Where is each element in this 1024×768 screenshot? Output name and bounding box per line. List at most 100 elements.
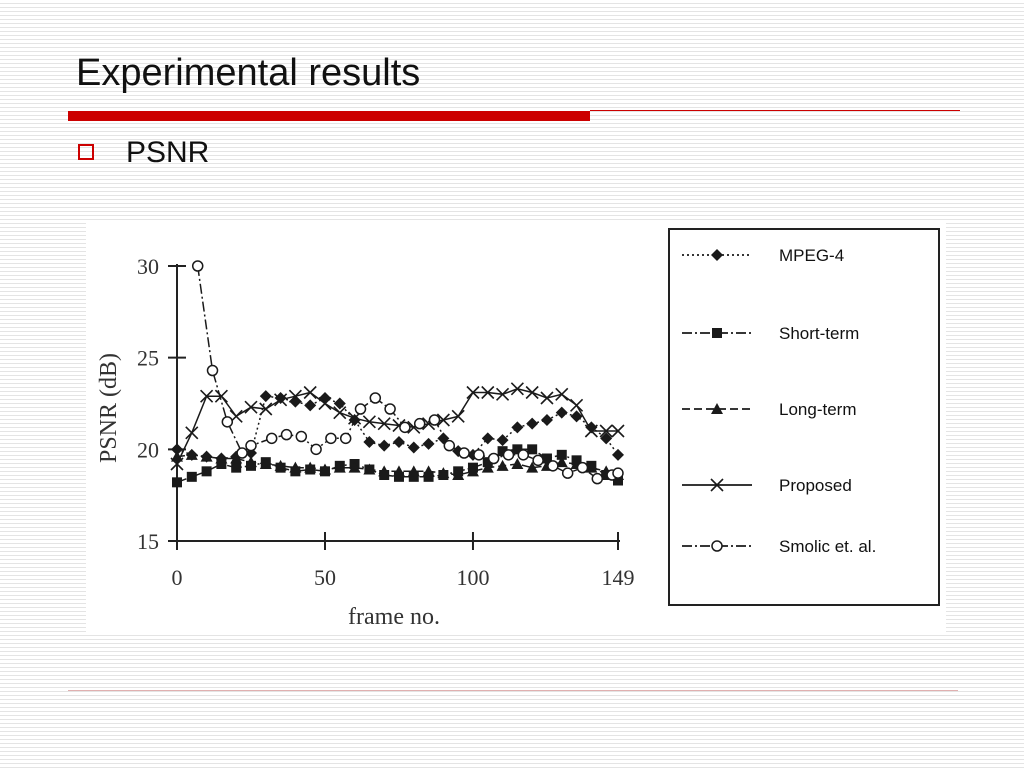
- point-proposed-1-stroke-b: [185, 426, 199, 440]
- point-long-term-14: [378, 465, 391, 477]
- point-mpeg-4-15: [392, 436, 405, 448]
- point-smolic-et-al-2: [221, 416, 234, 428]
- point-long-term-1-shape: [185, 448, 198, 460]
- point-mpeg-4-26: [555, 406, 568, 419]
- point-smolic-et-al-26-shape: [576, 461, 589, 474]
- point-mpeg-4-9: [304, 399, 317, 412]
- point-smolic-et-al-14: [399, 421, 411, 434]
- point-mpeg-4-21: [481, 432, 494, 445]
- point-long-term-15: [392, 465, 405, 477]
- legend-marker-smolic-et-al-shape: [711, 540, 723, 552]
- point-mpeg-4-30: [612, 448, 624, 461]
- y-tick-label-0: 15: [137, 529, 159, 554]
- point-proposed-14-stroke-b: [377, 417, 391, 431]
- point-long-term-17: [422, 465, 435, 477]
- point-long-term-11: [333, 461, 346, 473]
- point-smolic-et-al-25-shape: [561, 467, 574, 479]
- point-proposed-8: [288, 389, 302, 403]
- legend-marker-mpeg-4: [711, 249, 723, 261]
- point-long-term-21-shape: [481, 461, 494, 473]
- point-smolic-et-al-23: [532, 454, 544, 467]
- point-short-term-3: [216, 459, 227, 469]
- point-proposed-21: [481, 385, 495, 400]
- point-proposed-24-stroke-b: [525, 385, 539, 400]
- point-long-term-26: [555, 456, 568, 468]
- point-smolic-et-al-0: [191, 260, 204, 272]
- point-smolic-et-al-7: [295, 430, 308, 443]
- point-long-term-13: [363, 463, 376, 475]
- point-mpeg-4-29: [600, 432, 613, 445]
- point-mpeg-4-23: [511, 421, 524, 434]
- point-mpeg-4-17: [422, 437, 435, 450]
- point-short-term-2: [201, 466, 212, 477]
- point-long-term-18-shape: [437, 467, 450, 479]
- point-short-term-0-shape: [172, 477, 182, 488]
- point-short-term-16-shape: [408, 471, 419, 482]
- point-proposed-9: [303, 385, 317, 400]
- point-long-term-6-shape: [259, 458, 272, 469]
- point-short-term-24: [527, 444, 538, 455]
- point-smolic-et-al-15-shape: [413, 417, 426, 430]
- point-smolic-et-al-4: [245, 439, 257, 452]
- point-long-term-17-shape: [422, 465, 435, 477]
- point-smolic-et-al-1-shape: [206, 364, 219, 377]
- point-smolic-et-al-22: [517, 449, 530, 461]
- point-smolic-et-al-23-shape: [532, 454, 544, 467]
- point-long-term-13-shape: [363, 463, 376, 475]
- point-smolic-et-al-17-shape: [443, 439, 456, 452]
- series-line-smolic-et-al: [196, 265, 619, 480]
- point-smolic-et-al-18-shape: [458, 447, 470, 459]
- point-mpeg-4-6: [259, 390, 272, 403]
- legend-label-short-term: Short-term: [779, 324, 859, 343]
- point-proposed-20-stroke-b: [466, 385, 480, 400]
- point-proposed-30: [611, 424, 625, 438]
- point-long-term-3: [215, 452, 228, 464]
- point-long-term-18: [437, 467, 450, 479]
- point-short-term-2-shape: [201, 466, 212, 477]
- point-short-term-3-shape: [216, 459, 227, 469]
- point-mpeg-4-9-shape: [304, 399, 317, 412]
- point-short-term-17: [423, 471, 434, 482]
- point-mpeg-4-13-shape: [363, 436, 376, 448]
- point-long-term-4-shape: [230, 452, 243, 464]
- point-mpeg-4-17-shape: [422, 437, 435, 450]
- point-proposed-3: [214, 389, 228, 403]
- point-proposed-23-stroke-b: [510, 382, 524, 396]
- point-long-term-14-shape: [378, 465, 391, 477]
- point-long-term-19-shape: [452, 469, 465, 480]
- point-short-term-22-shape: [497, 446, 508, 457]
- point-proposed-2-stroke-b: [200, 389, 214, 403]
- point-smolic-et-al-13: [384, 403, 396, 415]
- point-mpeg-4-16: [407, 441, 420, 454]
- point-long-term-12: [348, 461, 361, 473]
- point-smolic-et-al-8-shape: [310, 443, 322, 456]
- point-smolic-et-al-14-shape: [399, 421, 411, 434]
- point-long-term-24: [526, 461, 539, 473]
- point-smolic-et-al-12: [369, 392, 382, 404]
- point-short-term-1-shape: [186, 471, 197, 482]
- point-proposed-30-stroke-b: [611, 424, 625, 438]
- series-long-term: [171, 448, 624, 480]
- point-smolic-et-al-1: [206, 364, 219, 377]
- point-long-term-1: [185, 448, 198, 460]
- point-short-term-25-shape: [541, 453, 552, 464]
- point-smolic-et-al-8: [310, 443, 322, 456]
- point-proposed-5: [244, 400, 258, 414]
- point-proposed-21-stroke-b: [481, 385, 495, 400]
- legend-label-smolic-et-al: Smolic et. al.: [779, 537, 876, 556]
- point-smolic-et-al-24: [547, 460, 559, 472]
- point-smolic-et-al-0-shape: [191, 260, 204, 272]
- point-smolic-et-al-5: [265, 432, 278, 445]
- point-long-term-2-shape: [200, 450, 213, 462]
- point-long-term-23: [511, 458, 524, 469]
- point-proposed-27: [569, 398, 584, 412]
- point-long-term-9-shape: [304, 461, 317, 473]
- legend-item-smolic-et-al: Smolic et. al.: [682, 537, 876, 556]
- point-mpeg-4-27: [570, 410, 583, 423]
- point-smolic-et-al-29-shape: [612, 467, 624, 479]
- point-proposed-18-stroke-b: [436, 413, 450, 427]
- point-smolic-et-al-15: [413, 417, 426, 430]
- point-smolic-et-al-16-shape: [428, 414, 441, 426]
- point-smolic-et-al-6: [280, 428, 293, 441]
- point-mpeg-4-21-shape: [481, 432, 494, 445]
